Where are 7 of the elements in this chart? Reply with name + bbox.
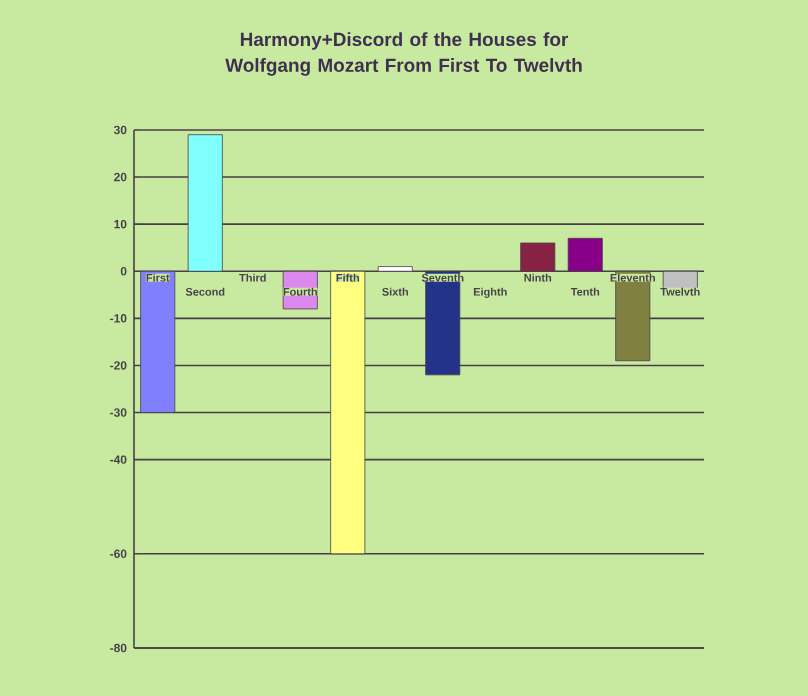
bar bbox=[330, 270, 366, 555]
chart-title: Harmony+Discord of the Houses for Wolfgang Mozart From First To Twelvth bbox=[225, 32, 582, 76]
bar bbox=[520, 242, 556, 272]
bar bbox=[425, 270, 461, 376]
bar bbox=[567, 237, 603, 272]
bar bbox=[187, 134, 223, 272]
bar bbox=[377, 266, 413, 272]
